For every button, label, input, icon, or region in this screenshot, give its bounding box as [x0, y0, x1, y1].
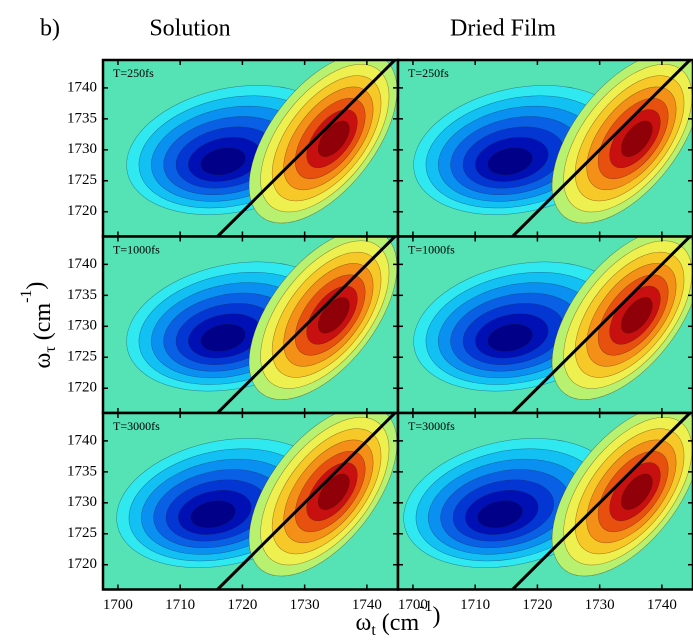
- y-tick-label: 1730: [67, 318, 97, 334]
- y-tick-label: 1735: [67, 287, 97, 303]
- diagonal-line: [216, 236, 396, 413]
- negative-contour: [200, 147, 246, 176]
- negative-contour: [190, 500, 236, 529]
- xlabel-part: ): [432, 603, 440, 629]
- y-tick-label: 1740: [67, 432, 97, 448]
- y-tick-label: 1730: [67, 141, 97, 157]
- xlabel-label: ωt (cm-1): [356, 598, 441, 639]
- annotation: T=3000fs: [408, 419, 455, 433]
- positive-contour: [317, 473, 350, 510]
- y-tick-label: 1725: [67, 349, 97, 365]
- column-title: Dried Film: [450, 16, 556, 42]
- annotation: T=1000fs: [408, 242, 455, 256]
- y-tick-label: 1720: [67, 203, 97, 219]
- panel: [103, 60, 398, 237]
- x-tick-label: 1700: [103, 597, 133, 613]
- ylabel-part: -1: [18, 290, 35, 303]
- x-tick-label: 1720: [522, 597, 552, 613]
- diagonal-line: [511, 413, 691, 590]
- panel: [398, 60, 693, 237]
- panel: [398, 236, 693, 413]
- diagonal-line: [216, 413, 396, 590]
- x-tick-label: 1720: [227, 597, 257, 613]
- panel: [103, 236, 398, 413]
- positive-contour: [620, 473, 653, 510]
- diagonal-line: [216, 60, 396, 237]
- xlabel-part: (cm: [376, 610, 420, 636]
- negative-contour: [487, 147, 533, 176]
- diagonal-line: [511, 60, 691, 237]
- annotation: T=3000fs: [113, 419, 160, 433]
- y-tick-label: 1740: [67, 79, 97, 95]
- panel-label: b): [40, 16, 60, 42]
- annotation: T=250fs: [113, 66, 154, 80]
- x-tick-label: 1700: [398, 597, 428, 613]
- xlabel-part: ω: [356, 610, 372, 636]
- x-tick-label: 1710: [460, 597, 490, 613]
- ylabel-part: τ: [42, 346, 59, 353]
- annotation: T=250fs: [408, 66, 449, 80]
- xlabel-part: -1: [419, 598, 432, 615]
- panel: [398, 413, 693, 590]
- y-tick-label: 1740: [67, 256, 97, 272]
- ylabel-part: (cm: [30, 303, 56, 347]
- y-tick-label: 1725: [67, 525, 97, 541]
- x-tick-label: 1710: [165, 597, 195, 613]
- y-tick-label: 1735: [67, 463, 97, 479]
- y-tick-label: 1735: [67, 110, 97, 126]
- positive-contour: [620, 120, 653, 157]
- panel-frame: [396, 411, 693, 591]
- ylabel-label: ωτ (cm-1): [18, 282, 59, 369]
- ylabel-part: ω: [30, 353, 56, 369]
- negative-contour: [477, 500, 523, 529]
- x-tick-label: 1740: [352, 597, 382, 613]
- y-tick-label: 1725: [67, 172, 97, 188]
- column-title: Solution: [149, 16, 230, 42]
- y-tick-label: 1720: [67, 380, 97, 396]
- x-tick-label: 1730: [290, 597, 320, 613]
- y-tick-label: 1720: [67, 556, 97, 572]
- y-tick-label: 1730: [67, 494, 97, 510]
- panel: [103, 413, 398, 590]
- diagonal-line: [511, 236, 691, 413]
- positive-contour: [317, 120, 350, 157]
- ylabel-part: ): [23, 282, 49, 290]
- x-tick-label: 1730: [585, 597, 615, 613]
- annotation: T=1000fs: [113, 242, 160, 256]
- positive-contour: [317, 297, 350, 334]
- negative-contour: [487, 323, 533, 352]
- negative-contour: [200, 323, 246, 352]
- positive-contour: [620, 297, 653, 334]
- xlabel-part: t: [371, 622, 376, 639]
- x-tick-label: 1740: [647, 597, 677, 613]
